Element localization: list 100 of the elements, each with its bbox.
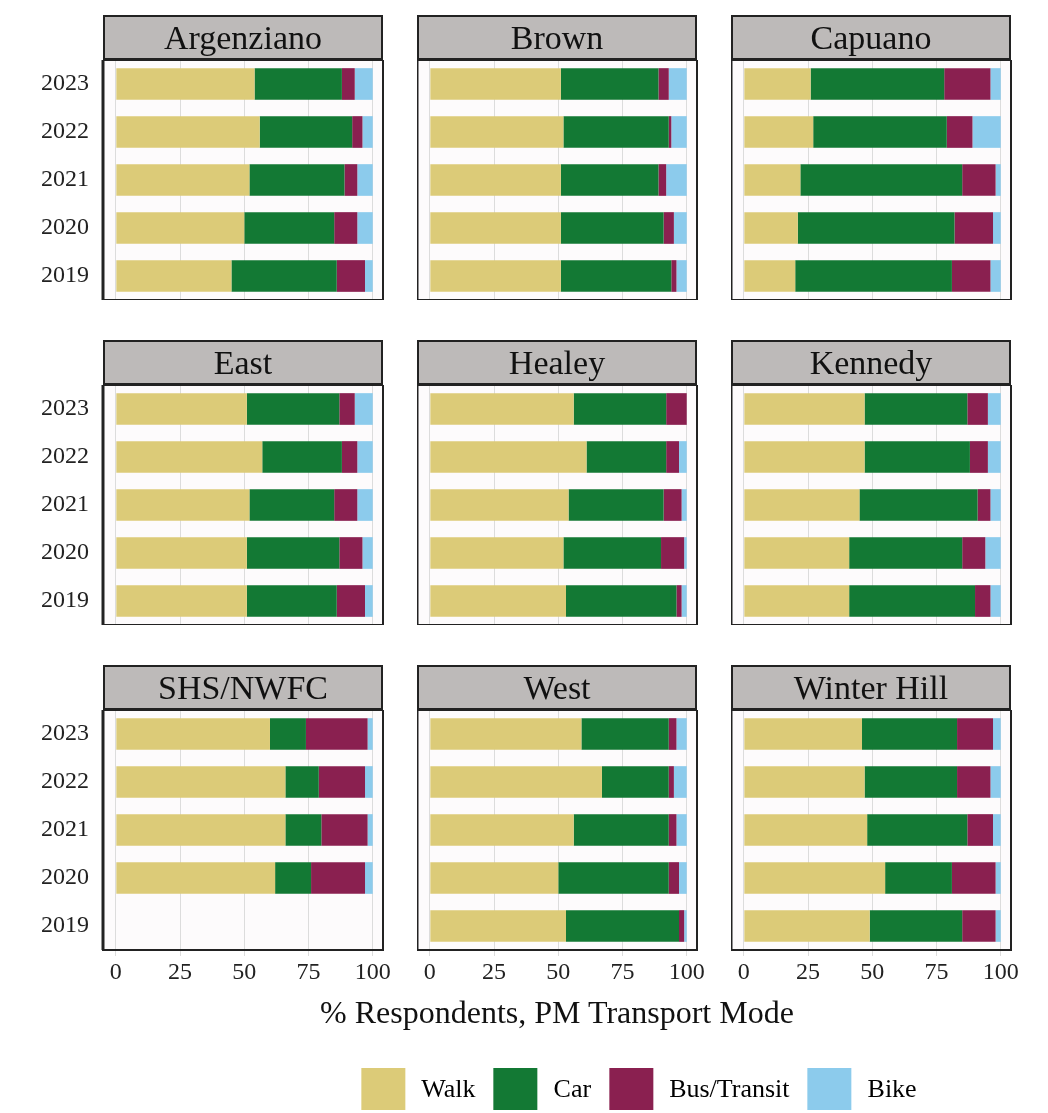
bar — [116, 585, 247, 617]
x-tick-label: 0 — [737, 957, 750, 984]
x-tick-label: 100 — [668, 957, 705, 984]
bar — [116, 116, 260, 148]
bar — [867, 814, 968, 846]
x-axis-title: % Respondents, PM Transport Mode — [320, 994, 794, 1031]
bar — [318, 766, 366, 798]
bar — [962, 164, 996, 196]
bar — [744, 164, 801, 196]
bar — [362, 537, 373, 569]
bar — [269, 718, 306, 750]
y-tick-label: 2020 — [41, 538, 89, 565]
bar — [972, 116, 1001, 148]
bar — [967, 814, 994, 846]
bar — [951, 260, 991, 292]
bar — [869, 910, 963, 942]
bar — [246, 585, 337, 617]
y-tick-label: 2023 — [41, 719, 89, 746]
bar — [993, 212, 1001, 244]
legend-label: Car — [553, 1074, 592, 1104]
chart-title: Argenziano — [103, 15, 383, 60]
bar — [744, 393, 865, 425]
bar — [365, 766, 373, 798]
y-tick-label: 2019 — [41, 586, 89, 613]
bar — [744, 910, 870, 942]
bar — [744, 489, 860, 521]
x-tick-label: 25 — [796, 957, 821, 984]
bar — [357, 212, 373, 244]
bar — [671, 260, 677, 292]
bar — [430, 116, 564, 148]
y-tick-label: 2022 — [41, 442, 89, 469]
bar — [666, 393, 687, 425]
y-tick-label: 2021 — [41, 165, 89, 192]
x-tick-label: 50 — [546, 957, 571, 984]
y-tick-label: 2023 — [41, 69, 89, 96]
bar — [244, 212, 335, 244]
bar — [985, 537, 1001, 569]
bar — [430, 862, 559, 894]
chart-title: Brown — [417, 15, 697, 60]
bar — [259, 116, 353, 148]
bar — [563, 537, 662, 569]
bar — [668, 766, 674, 798]
bar — [813, 116, 947, 148]
bar — [430, 212, 561, 244]
bar — [744, 814, 868, 846]
bar — [116, 164, 250, 196]
bar — [684, 910, 687, 942]
bar — [951, 862, 996, 894]
bar — [116, 260, 232, 292]
bar — [586, 441, 667, 473]
bar — [116, 212, 245, 244]
bar — [581, 718, 669, 750]
bar — [116, 393, 247, 425]
bar — [679, 910, 685, 942]
bar — [957, 766, 991, 798]
bar — [560, 260, 672, 292]
bar — [430, 718, 582, 750]
bar — [944, 68, 991, 100]
bar — [558, 862, 669, 894]
bar — [560, 212, 664, 244]
bar — [601, 766, 669, 798]
bar — [862, 718, 958, 750]
bar — [246, 393, 340, 425]
bar — [249, 489, 335, 521]
bar — [995, 164, 1001, 196]
x-tick-label: 50 — [232, 957, 257, 984]
bar — [116, 68, 255, 100]
chart-title: West — [417, 665, 697, 710]
bar — [684, 537, 687, 569]
bar — [666, 164, 687, 196]
bar — [365, 585, 373, 617]
chart-title: SHS/NWFC — [103, 665, 383, 710]
bar — [744, 862, 886, 894]
bar — [744, 68, 811, 100]
bar — [334, 212, 358, 244]
bar — [249, 164, 345, 196]
bar — [744, 537, 850, 569]
bar — [560, 68, 659, 100]
bar — [663, 212, 674, 244]
bar — [430, 164, 561, 196]
bar — [367, 718, 373, 750]
legend-label: Walk — [421, 1074, 476, 1104]
bar — [336, 585, 366, 617]
x-tick-label: 100 — [982, 957, 1019, 984]
chart-title: Winter Hill — [731, 665, 1011, 710]
y-tick-label: 2022 — [41, 767, 89, 794]
bar — [116, 489, 250, 521]
bar — [990, 68, 1001, 100]
bar — [341, 441, 358, 473]
bar — [987, 393, 1001, 425]
bar — [658, 164, 667, 196]
bar — [339, 393, 355, 425]
bar — [795, 260, 952, 292]
bar — [116, 441, 263, 473]
bar — [357, 164, 373, 196]
chart-title: Kennedy — [731, 340, 1011, 385]
bar — [354, 393, 373, 425]
bar — [744, 718, 863, 750]
chart-title: Healey — [417, 340, 697, 385]
y-tick-label: 2022 — [41, 117, 89, 144]
